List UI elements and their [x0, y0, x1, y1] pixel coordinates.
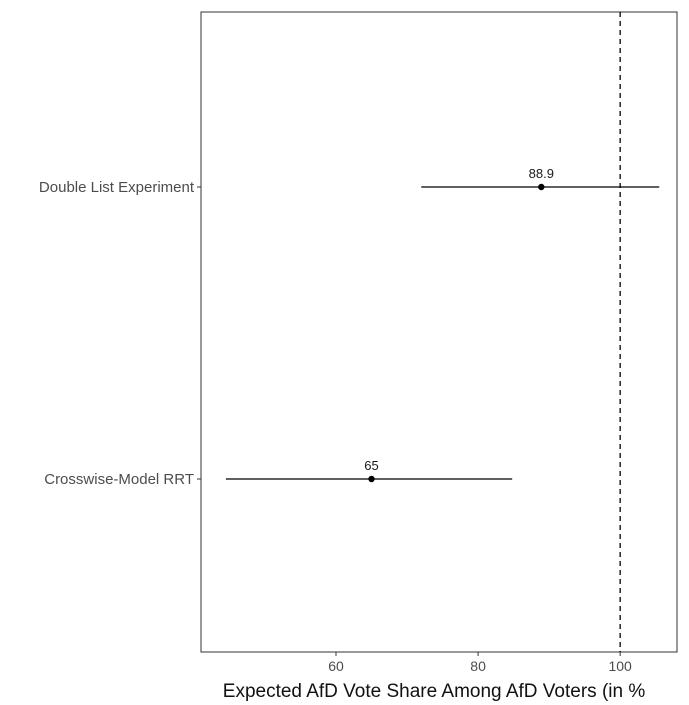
category-label: Crosswise-Model RRT: [44, 471, 194, 488]
data-label: 88.9: [529, 166, 554, 181]
x-tick-label: 100: [608, 658, 632, 674]
y-axis-categories: Double List Experiment Crosswise-Model RR…: [39, 179, 201, 488]
x-axis-title: Expected AfD Vote Share Among AfD Voters…: [223, 681, 646, 702]
estimate-point: [538, 183, 545, 191]
estimate-point: [368, 475, 375, 483]
plot-panel: [200, 11, 678, 653]
data-label: 65: [364, 458, 378, 473]
x-tick-label: 60: [328, 658, 344, 674]
x-tick-label: 80: [470, 658, 486, 674]
category-label: Double List Experiment: [39, 179, 195, 196]
estimate-marks: 88.9 65: [225, 166, 660, 483]
x-axis-ticks: 60 80 100: [328, 652, 632, 674]
